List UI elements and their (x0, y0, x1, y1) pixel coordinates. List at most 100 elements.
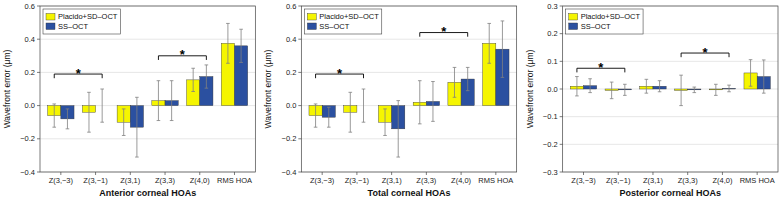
y-tick (298, 172, 301, 173)
y-tick (37, 172, 40, 173)
y-tick (298, 105, 301, 106)
y-tick-label: 0.2 (286, 68, 296, 77)
error-bar (135, 97, 139, 157)
legend-swatch (46, 23, 55, 30)
x-tick (60, 172, 61, 175)
y-tick (560, 144, 563, 145)
y-tick-label: −0.2 (20, 134, 35, 143)
error-bar (623, 84, 627, 95)
y-tick (37, 39, 40, 40)
y-tick-label: −0.3 (543, 168, 558, 177)
error-bar (239, 29, 243, 62)
x-tick (618, 172, 619, 175)
plot-area (48, 23, 248, 157)
x-tick (95, 172, 96, 175)
error-bar (87, 92, 91, 132)
legend-swatch (46, 14, 55, 21)
y-tick (298, 72, 301, 73)
y-tick (560, 89, 563, 90)
error-bar (349, 92, 353, 132)
plot-frame (563, 6, 778, 172)
error-bar (205, 65, 209, 88)
grid-line (301, 138, 516, 139)
y-tick-label: 0.0 (547, 85, 557, 94)
legend: Placido+SD–OCTSS–OCT (43, 9, 120, 34)
significance-star: * (441, 24, 447, 39)
x-tick (757, 172, 758, 175)
y-tick-label: 0.3 (547, 2, 557, 11)
significance-star: * (703, 45, 709, 60)
y-tick (298, 6, 301, 7)
plot-frame (40, 6, 255, 172)
y-tick (560, 61, 563, 62)
error-bar (418, 81, 422, 124)
y-tick (37, 105, 40, 106)
error-bar (52, 104, 56, 127)
x-tick-label: Z(3,−3) (571, 176, 596, 185)
x-tick-label: Z(3,3) (678, 176, 699, 185)
x-tick-label: RMS HOA (740, 176, 775, 185)
error-bar (122, 109, 126, 136)
grid-line (301, 39, 516, 40)
y-tick (560, 116, 563, 117)
significance-star: * (337, 66, 343, 81)
y-tick-label: −0.2 (282, 134, 297, 143)
error-bar (692, 87, 696, 93)
y-tick (37, 72, 40, 73)
grid-line (40, 138, 255, 139)
x-tick-label: Z(3,1) (382, 176, 403, 185)
x-tick-label: Z(4,0) (451, 176, 472, 185)
legend-label: Placido+SD–OCT (581, 12, 641, 21)
legend-swatch (307, 23, 316, 30)
x-tick (495, 172, 496, 175)
y-tick-label: 0.0 (25, 101, 35, 110)
x-tick-label: Z(3,−3) (49, 176, 74, 185)
x-tick (652, 172, 653, 175)
x-tick (583, 172, 584, 175)
grid-line (563, 144, 778, 145)
x-tick-label: Z(4,0) (712, 176, 733, 185)
error-bar (679, 75, 683, 105)
x-tick-label: Z(3,1) (120, 176, 141, 185)
error-bar (501, 21, 505, 77)
y-tick (37, 138, 40, 139)
error-bar (226, 23, 230, 63)
x-tick (426, 172, 427, 175)
y-tick-label: −0.1 (543, 112, 558, 121)
y-axis-label: Wavefront error (μm) (263, 49, 273, 128)
plot-area (309, 21, 509, 157)
panel: −0.4−0.20.00.20.40.6**Z(3,−3)Z(3,−1)Z(3,… (263, 2, 516, 198)
y-tick (560, 6, 563, 7)
x-tick (165, 172, 166, 175)
x-tick-label: Z(3,−1) (606, 176, 631, 185)
x-tick (722, 172, 723, 175)
significance-star: * (598, 60, 604, 75)
legend-label: Placido+SD–OCT (58, 12, 118, 21)
legend-swatch (569, 14, 578, 21)
panel: −0.3−0.2−0.10.00.10.20.3**Z(3,−3)Z(3,−1)… (525, 2, 778, 198)
legend: Placido+SD–OCTSS–OCT (304, 9, 381, 34)
error-bar (327, 107, 331, 127)
x-axis-label: Total corneal HOAs (368, 188, 451, 198)
y-axis-label: Wavefront error (μm) (525, 49, 535, 128)
y-tick (298, 138, 301, 139)
x-tick-label: Z(3,−1) (345, 176, 370, 185)
error-bar (575, 77, 579, 96)
legend-label: SS–OCT (319, 22, 349, 31)
legend-label: Placido+SD–OCT (319, 12, 379, 21)
legend-frame (304, 9, 381, 34)
legend-swatch (307, 14, 316, 21)
y-tick-label: −0.4 (282, 168, 297, 177)
grid-line (563, 116, 778, 117)
legend-frame (566, 9, 643, 34)
error-bar (431, 82, 435, 122)
error-bar (714, 84, 718, 95)
y-tick-label: 0.6 (286, 2, 296, 11)
plot-frame (301, 6, 516, 172)
x-tick-label: Z(3,−1) (83, 176, 108, 185)
error-bar (645, 79, 649, 93)
error-bar (170, 81, 174, 121)
x-tick (234, 172, 235, 175)
error-bar (749, 60, 753, 87)
x-tick-label: Z(3,1) (643, 176, 664, 185)
